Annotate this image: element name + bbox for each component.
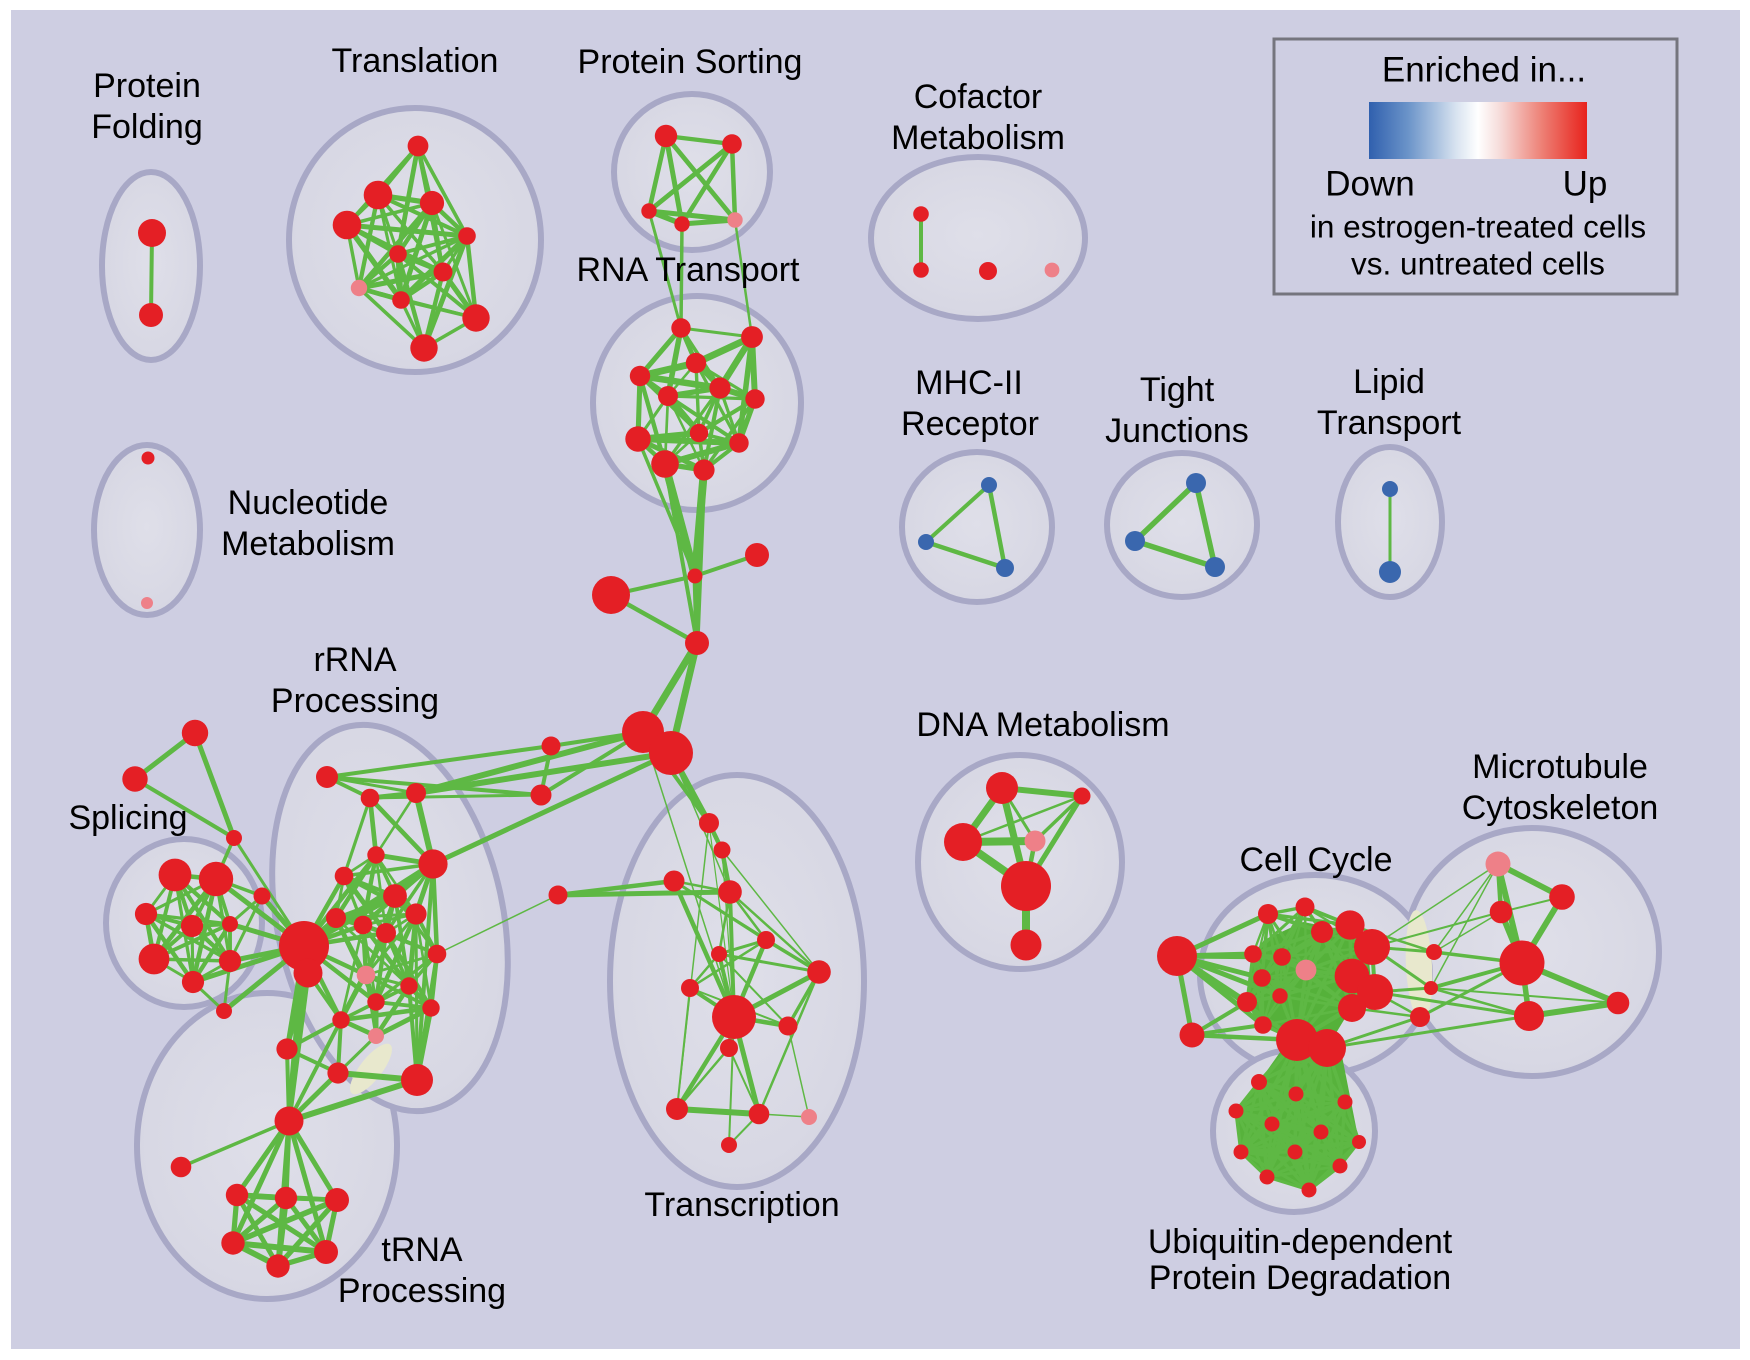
svg-text:Microtubule: Microtubule [1472, 748, 1648, 786]
svg-text:Protein Degradation: Protein Degradation [1149, 1259, 1451, 1297]
svg-text:Translation: Translation [332, 42, 499, 80]
svg-text:Ubiquitin-dependent: Ubiquitin-dependent [1148, 1223, 1453, 1261]
svg-text:RNA Transport: RNA Transport [577, 251, 801, 289]
svg-text:Lipid: Lipid [1353, 363, 1425, 401]
svg-text:tRNA: tRNA [381, 1231, 463, 1269]
svg-text:Metabolism: Metabolism [891, 119, 1065, 157]
svg-text:DNA Metabolism: DNA Metabolism [916, 706, 1169, 744]
svg-text:Folding: Folding [91, 108, 203, 146]
svg-text:Processing: Processing [338, 1272, 506, 1310]
svg-text:Splicing: Splicing [68, 799, 187, 837]
svg-text:Transport: Transport [1317, 404, 1462, 442]
svg-text:Metabolism: Metabolism [221, 525, 395, 563]
svg-text:Processing: Processing [271, 682, 439, 720]
svg-text:Nucleotide: Nucleotide [228, 484, 389, 522]
svg-text:Enriched in...: Enriched in... [1382, 50, 1586, 89]
svg-text:Receptor: Receptor [901, 405, 1039, 443]
svg-text:Protein: Protein [93, 67, 201, 105]
svg-text:MHC-II: MHC-II [915, 364, 1023, 402]
svg-text:Cofactor: Cofactor [914, 78, 1043, 116]
svg-text:in estrogen-treated cells: in estrogen-treated cells [1310, 208, 1646, 244]
svg-text:Transcription: Transcription [644, 1186, 839, 1224]
svg-text:Down: Down [1325, 164, 1414, 203]
svg-text:Protein Sorting: Protein Sorting [578, 43, 803, 81]
svg-text:Tight: Tight [1140, 371, 1215, 409]
svg-text:vs. untreated cells: vs. untreated cells [1351, 245, 1605, 281]
svg-text:Up: Up [1563, 164, 1608, 203]
svg-text:Junctions: Junctions [1105, 412, 1249, 450]
svg-text:Cytoskeleton: Cytoskeleton [1462, 789, 1659, 827]
svg-text:Cell Cycle: Cell Cycle [1239, 841, 1392, 879]
svg-text:rRNA: rRNA [313, 641, 396, 679]
